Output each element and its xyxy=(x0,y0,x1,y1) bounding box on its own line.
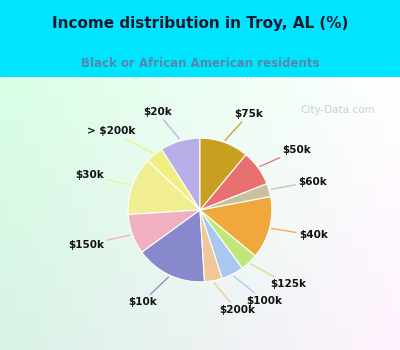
Wedge shape xyxy=(200,210,255,268)
Text: > $200k: > $200k xyxy=(86,126,153,153)
Text: $10k: $10k xyxy=(128,277,168,307)
Wedge shape xyxy=(200,210,222,282)
Text: Income distribution in Troy, AL (%): Income distribution in Troy, AL (%) xyxy=(52,16,348,30)
Wedge shape xyxy=(200,138,246,210)
Wedge shape xyxy=(128,210,200,252)
Wedge shape xyxy=(162,138,200,210)
Text: $125k: $125k xyxy=(251,264,306,289)
Text: $150k: $150k xyxy=(68,235,130,250)
Wedge shape xyxy=(200,197,272,256)
Text: $100k: $100k xyxy=(234,276,282,306)
Text: $75k: $75k xyxy=(225,109,264,140)
Text: $50k: $50k xyxy=(260,145,311,167)
Text: $20k: $20k xyxy=(143,107,179,139)
Wedge shape xyxy=(200,155,267,210)
Text: $200k: $200k xyxy=(214,283,255,315)
Wedge shape xyxy=(200,210,242,278)
Text: $30k: $30k xyxy=(75,170,130,185)
Text: $40k: $40k xyxy=(272,229,328,240)
Text: City-Data.com: City-Data.com xyxy=(300,105,375,115)
Text: $60k: $60k xyxy=(271,176,327,189)
Wedge shape xyxy=(148,149,200,210)
Wedge shape xyxy=(128,161,200,215)
Wedge shape xyxy=(200,183,271,210)
Wedge shape xyxy=(142,210,204,282)
Text: Black or African American residents: Black or African American residents xyxy=(81,57,319,70)
